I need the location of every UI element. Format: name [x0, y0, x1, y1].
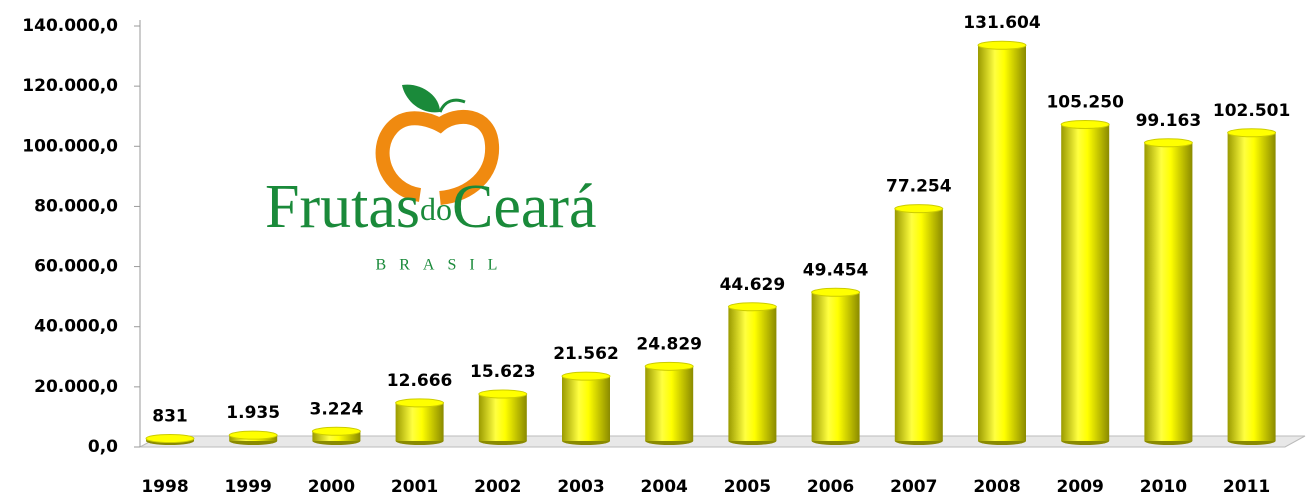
value-label: 15.623 — [470, 362, 536, 382]
logo-leaf — [402, 84, 440, 113]
logo-fruit — [375, 109, 500, 205]
bar — [478, 394, 527, 441]
bar — [978, 45, 1026, 441]
x-tick-label: 2001 — [391, 477, 438, 497]
bar — [312, 431, 361, 441]
bar — [1061, 124, 1110, 441]
value-label: 99.163 — [1136, 111, 1202, 131]
bar — [728, 306, 777, 441]
x-tick-label: 2009 — [1057, 477, 1104, 497]
y-tick-label: 20.000,0 — [34, 377, 118, 397]
x-tick-label: 2007 — [890, 477, 937, 497]
value-label: 1.935 — [226, 403, 280, 423]
value-label: 44.629 — [720, 275, 786, 295]
value-label: 77.254 — [886, 177, 952, 197]
bar — [1227, 132, 1276, 442]
x-tick-label: 2005 — [724, 477, 771, 497]
y-tick-label: 0,0 — [88, 437, 118, 457]
bar-top — [228, 430, 278, 440]
bar-top — [395, 398, 445, 408]
bar-top — [311, 426, 361, 436]
y-tick-label: 120.000,0 — [22, 76, 118, 96]
bar-top — [811, 287, 861, 297]
logo-stem — [438, 98, 466, 113]
bar — [1144, 142, 1193, 442]
y-tick-label: 80.000,0 — [34, 196, 118, 216]
y-tick-label: 60.000,0 — [34, 257, 118, 277]
bar-top — [644, 361, 694, 371]
value-label: 12.666 — [387, 371, 453, 391]
logo-text: FrutasdoCeará — [265, 173, 597, 241]
x-tick-label: 2010 — [1140, 477, 1187, 497]
bar-top — [1227, 128, 1277, 138]
logo: FrutasdoCeará BRASIL — [265, 84, 597, 274]
value-label: 131.604 — [963, 13, 1041, 33]
x-tick-label: 1998 — [141, 477, 188, 497]
value-label: 105.250 — [1046, 92, 1124, 112]
value-label: 831 — [152, 407, 188, 427]
y-tick-label: 140.000,0 — [22, 16, 118, 36]
x-tick-label: 2006 — [807, 477, 854, 497]
value-label: 3.224 — [310, 399, 364, 419]
value-label: 49.454 — [803, 260, 869, 280]
x-tick-label: 1999 — [225, 477, 272, 497]
bar-top — [561, 371, 611, 381]
bar — [562, 376, 610, 441]
value-label: 24.829 — [636, 334, 702, 354]
y-tick-label: 100.000,0 — [22, 136, 118, 156]
bar-top — [894, 204, 944, 214]
bar — [811, 292, 860, 441]
logo-country: BRASIL — [376, 257, 511, 274]
value-label: 102.501 — [1213, 101, 1290, 121]
x-tick-label: 2003 — [557, 477, 604, 497]
x-tick-label: 2000 — [308, 477, 355, 497]
x-tick-label: 2004 — [641, 477, 688, 497]
bar-top — [977, 40, 1027, 50]
bar-top — [727, 302, 777, 312]
bar-top — [145, 434, 195, 444]
x-tick-label: 2002 — [474, 477, 521, 497]
x-tick-label: 2008 — [973, 477, 1020, 497]
bar-top — [1060, 119, 1110, 129]
bar — [894, 208, 943, 441]
bar — [395, 402, 444, 441]
x-tick-label: 2011 — [1223, 477, 1270, 497]
bar-top — [1143, 138, 1193, 148]
bar — [645, 366, 694, 441]
bar-top — [478, 389, 528, 399]
y-tick-label: 40.000,0 — [34, 317, 118, 337]
value-label: 21.562 — [553, 344, 619, 364]
